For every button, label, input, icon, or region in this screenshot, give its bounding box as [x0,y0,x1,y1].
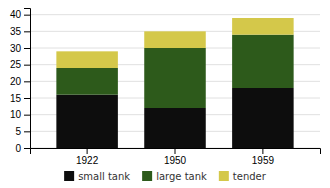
y-tick-mark [24,98,30,99]
legend-label: small tank [78,171,130,182]
legend-item: large tank [142,171,207,182]
y-tick: 30 [10,43,30,54]
y-tick: 20 [10,76,30,87]
y-tick: 10 [10,109,30,120]
y-tick: 35 [10,26,30,37]
y-tick-label: 30 [10,43,22,54]
legend-swatch [142,171,152,181]
grid [30,15,320,148]
y-tick-label: 25 [10,59,22,70]
x-axis-line [31,149,321,155]
y-tick-label: 35 [10,26,22,37]
legend: small tank large tank tender [64,171,267,182]
bar [56,95,118,148]
y-tick: 5 [15,126,30,137]
y-tick: 40 [10,9,30,20]
plot: 0 5 10 15 20 25 30 35 40 1922 1950 1959 [10,9,321,167]
x-tick: 1922 [76,148,99,166]
y-tick-label: 10 [10,109,22,120]
x-tick-mark [262,148,263,154]
y-tick-mark [24,148,30,149]
bar [232,35,294,88]
x-tick-label: 1922 [76,155,99,166]
y-tick: 25 [10,59,30,70]
y-tick-mark [24,15,30,16]
y-tick-label: 15 [10,93,22,104]
x-tick-mark [87,148,88,154]
legend-swatch [64,171,74,181]
x-tick: 1950 [164,148,187,166]
bar [144,31,206,48]
bar [144,108,206,148]
y-tick-label: 40 [10,9,22,20]
bars [56,18,293,148]
y-axis: 0 5 10 15 20 25 30 35 40 [10,9,31,154]
x-tick-mark [175,148,176,154]
x-axis: 1922 1950 1959 [31,148,321,166]
y-tick-mark [24,31,30,32]
legend-label: large tank [156,171,207,182]
y-tick-mark [24,65,30,66]
bar [56,51,118,68]
chart: 0 5 10 15 20 25 30 35 40 1922 1950 1959 small tank la… [0,0,330,188]
x-tick: 1959 [252,148,275,166]
x-tick-label: 1950 [164,155,187,166]
grid-line [30,14,320,15]
y-axis-line [24,9,31,149]
y-tick-label: 20 [10,76,22,87]
y-tick-label: 0 [15,143,21,154]
y-tick: 0 [15,143,30,154]
x-tick-label: 1959 [252,155,275,166]
legend-swatch [219,171,229,181]
bar [232,18,294,35]
bar [144,48,206,108]
y-tick: 15 [10,93,30,104]
y-tick-mark [24,48,30,49]
legend-item: tender [219,171,267,182]
y-tick-mark [24,131,30,132]
bar [232,88,294,148]
y-tick-label: 5 [15,126,21,137]
y-tick-mark [24,81,30,82]
y-tick-mark [24,115,30,116]
series [56,18,293,68]
legend-item: small tank [64,171,130,182]
bar [56,68,118,95]
legend-label: tender [233,171,267,182]
